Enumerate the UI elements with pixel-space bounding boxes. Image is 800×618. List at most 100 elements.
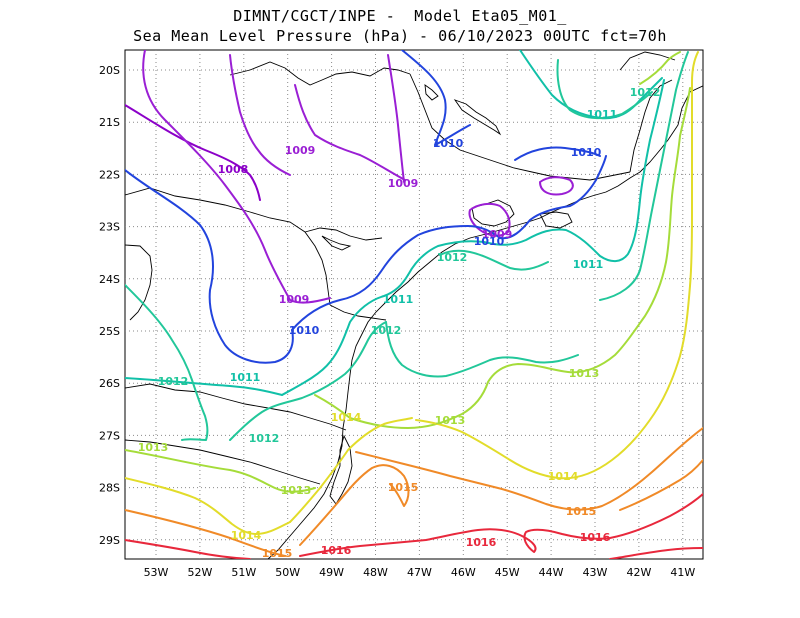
isobar-1009: [387, 54, 405, 183]
isobar-label: 1013: [569, 367, 600, 380]
longitude-label: 49W: [319, 566, 344, 579]
isobar-label: 1009: [285, 144, 316, 157]
isobar-labels: 1008 1009 1009 1009 1009 1010 1010 1010 …: [138, 86, 661, 560]
reservoir: [424, 84, 439, 101]
isobar-1014: [289, 417, 413, 523]
isobar-1012: [385, 321, 579, 378]
longitude-labels: 53W 52W 51W 50W 49W 48W 47W 46W 45W 44W 43W 42W 41W: [144, 566, 696, 579]
isobar-label: 1016: [580, 531, 611, 544]
isobar-label: 1015: [262, 547, 293, 560]
state-border: [619, 51, 676, 71]
isobar-label: 1012: [437, 251, 468, 264]
isobar-label: 1010: [474, 235, 505, 248]
latitude-label: 27S: [99, 429, 120, 442]
latitude-label: 22S: [99, 168, 120, 181]
longitude-label: 48W: [363, 566, 388, 579]
isobar-1009: [468, 202, 511, 237]
isobar-1009: [229, 54, 291, 176]
longitude-label: 53W: [144, 566, 169, 579]
isobar-1010: [291, 155, 607, 331]
isobar-1012: [599, 51, 689, 301]
map-title-line1: DIMNT/CGCT/INPE - Model Eta05_M01_: [233, 7, 567, 25]
graticule: [125, 50, 703, 559]
isobar-1010: [514, 146, 601, 161]
isobar-label: 1014: [231, 529, 262, 542]
isobar-1008: [125, 104, 261, 201]
latitude-label: 21S: [99, 116, 120, 129]
isobar-1013: [639, 51, 681, 85]
isobar-label: 1012: [158, 375, 189, 388]
longitude-label: 42W: [626, 566, 651, 579]
isobar-1009: [142, 50, 331, 304]
isobar-label: 1012: [249, 432, 280, 445]
isobar-label: 1009: [388, 177, 419, 190]
isobar-label: 1013: [138, 441, 169, 454]
state-border: [125, 187, 331, 306]
reservoir: [453, 99, 502, 136]
isobar-label: 1014: [331, 411, 362, 424]
longitude-label: 51W: [231, 566, 256, 579]
isobar-1014: [125, 477, 291, 535]
isobar-label: 1011: [573, 258, 604, 271]
isobar-label: 1016: [466, 536, 497, 549]
state-border: [125, 383, 347, 431]
isobar-1011: [407, 79, 665, 276]
isobar-label: 1014: [548, 470, 579, 483]
isobar-label: 1012: [630, 86, 661, 99]
longitude-label: 45W: [495, 566, 520, 579]
isobar-label: 1010: [571, 146, 602, 159]
longitude-label: 50W: [275, 566, 300, 579]
isobar-1011: [125, 377, 283, 396]
longitude-label: 46W: [451, 566, 476, 579]
isobar-label: 1009: [482, 228, 513, 241]
isobar-label: 1013: [281, 484, 312, 497]
latitude-label: 24S: [99, 273, 120, 286]
state-border: [229, 61, 411, 86]
isobar-1016: [609, 547, 703, 559]
map-frame: [124, 49, 704, 560]
isobar-1010: [125, 169, 294, 364]
isobar-1015: [299, 464, 410, 546]
isobar-1014: [415, 51, 699, 480]
isobar-label: 1016: [321, 544, 352, 557]
isobar-1010: [401, 50, 471, 146]
latitude-label: 23S: [99, 221, 120, 234]
isobar-label: 1009: [279, 293, 310, 306]
coastal-bay: [539, 211, 573, 229]
isobar-label: 1011: [587, 108, 618, 121]
latitude-label: 20S: [99, 64, 120, 77]
isobar-1016: [125, 539, 251, 559]
latitude-label: 26S: [99, 377, 120, 390]
isobar-label: 1010: [433, 137, 464, 150]
state-border: [409, 73, 631, 181]
isobar-1013: [314, 87, 691, 429]
isobar-1015: [619, 459, 703, 511]
latitude-labels: 20S 21S 22S 23S 24S 25S 26S 27S 28S 29S: [99, 64, 120, 547]
isobar-label: 1012: [371, 324, 402, 337]
reservoir: [321, 235, 352, 251]
isobar-1015: [125, 509, 286, 557]
state-border: [125, 439, 321, 485]
isobar-1009: [539, 176, 574, 196]
isobar-1012: [556, 59, 653, 120]
isobar-1012: [125, 284, 209, 441]
isobar-label: 1015: [388, 481, 419, 494]
latitude-label: 25S: [99, 325, 120, 338]
isobar-1012: [439, 249, 549, 271]
longitude-label: 47W: [407, 566, 432, 579]
isobar-1012: [229, 321, 387, 441]
isobar-1011: [281, 274, 409, 396]
isobar-1016: [299, 493, 703, 557]
longitude-label: 41W: [670, 566, 695, 579]
state-border: [304, 227, 383, 241]
isobar-label: 1015: [566, 505, 597, 518]
isobars: [125, 50, 703, 559]
state-border: [125, 244, 153, 321]
isobar-1015: [355, 427, 703, 511]
isobar-label: 1011: [230, 371, 261, 384]
isobar-1013: [125, 449, 316, 493]
isobar-label: 1008: [218, 163, 249, 176]
longitude-label: 44W: [539, 566, 564, 579]
state-border: [629, 79, 673, 173]
